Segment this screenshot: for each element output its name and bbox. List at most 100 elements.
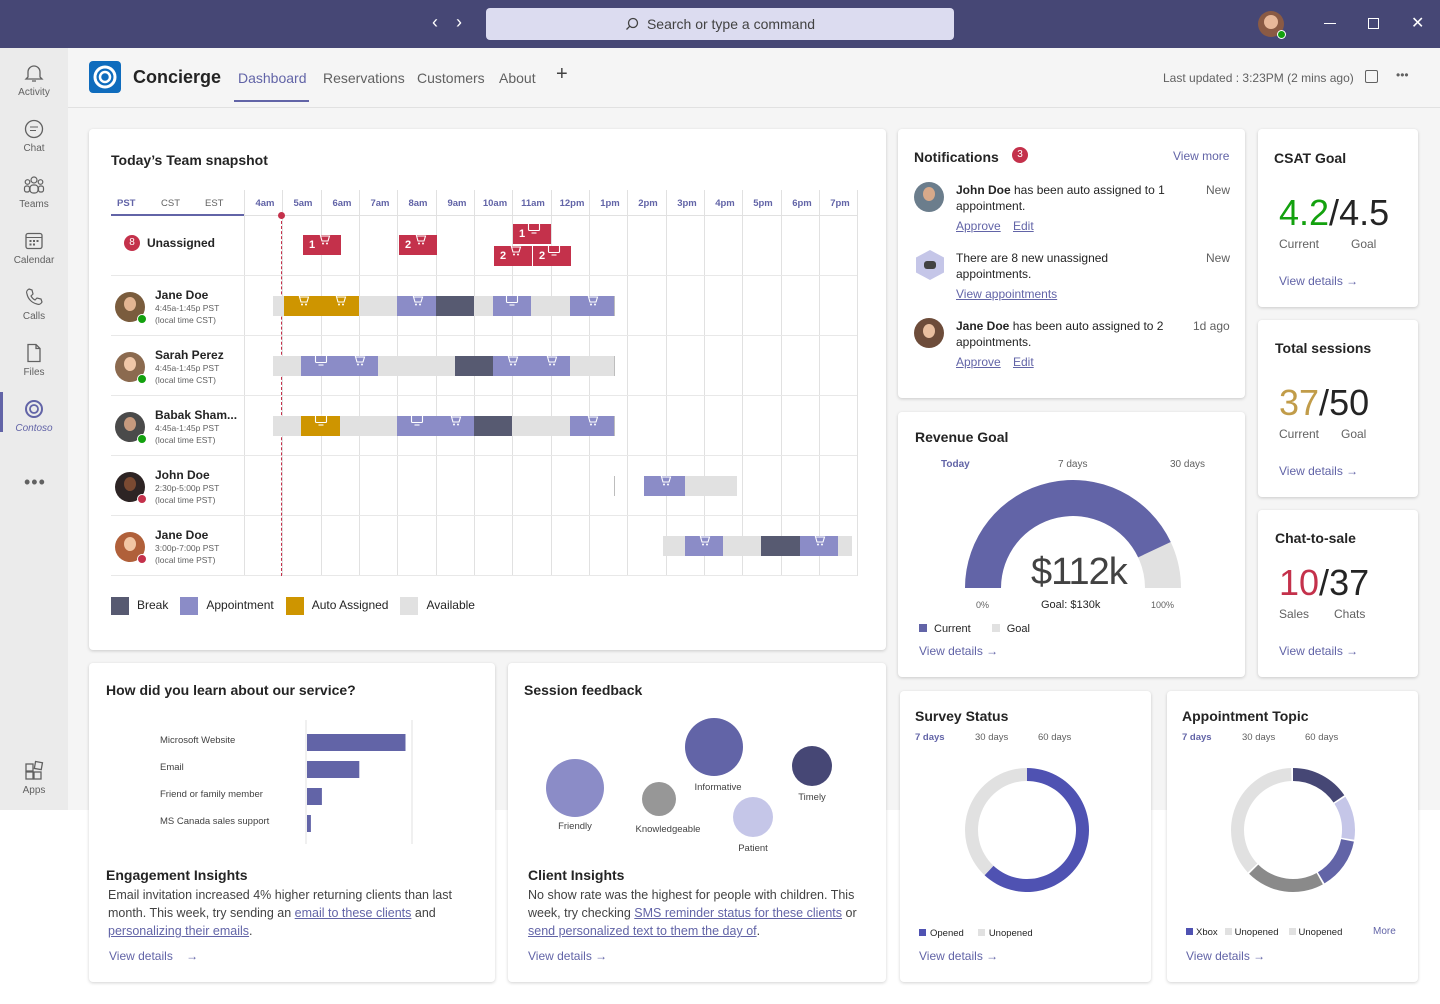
learn-view-details[interactable]: View details → [109, 949, 199, 963]
appointment-slot[interactable] [685, 534, 723, 556]
tab-dashboard[interactable]: Dashboard [238, 70, 307, 86]
donut-slice [1293, 768, 1345, 803]
grid-line [627, 190, 628, 576]
appointment-slot[interactable] [301, 354, 340, 376]
unassigned-block[interactable]: 2 [494, 244, 532, 266]
tab-60-days[interactable]: 60 days [1305, 732, 1339, 743]
add-tab-icon[interactable]: + [556, 63, 568, 85]
sessions-view-details[interactable]: View details → [1279, 464, 1359, 478]
rail-files[interactable]: Files [0, 332, 68, 388]
email-clients-link[interactable]: email to these clients [294, 906, 412, 920]
donut-slice [1334, 796, 1355, 840]
unassigned-block[interactable]: 2 [399, 233, 437, 255]
approve-link[interactable]: Approve [956, 219, 1001, 233]
search-icon [625, 17, 639, 30]
rail-calendar[interactable]: Calendar [0, 220, 68, 276]
tab-7-days[interactable]: 7 days [1182, 732, 1212, 743]
rail-activity[interactable]: Activity [0, 52, 68, 108]
more-apps-icon[interactable]: ••• [24, 472, 46, 492]
revenue-card [898, 412, 1245, 677]
personalize-emails-link[interactable]: personalizing their emails [108, 924, 250, 938]
sessions-current-label: Current [1279, 427, 1320, 441]
maximize-icon[interactable] [1368, 18, 1379, 29]
client-insights-title: Client Insights [528, 867, 625, 883]
unassigned-block[interactable]: 1 [303, 233, 341, 255]
avatar-face [124, 417, 136, 431]
tab-30-days[interactable]: 30 days [1170, 459, 1206, 470]
topic-title: Appointment Topic [1182, 708, 1309, 724]
more-options-icon[interactable]: ••• [1396, 68, 1409, 82]
sms-reminder-link[interactable]: SMS reminder status for these clients [634, 906, 843, 920]
tab-7-days[interactable]: 7 days [1058, 459, 1088, 470]
member-local-time: (local time CST) [155, 315, 216, 325]
unassigned-block[interactable]: 2 [533, 244, 571, 266]
grid-line [742, 190, 743, 576]
tz-underline [111, 214, 244, 216]
bubble-label: Timely [798, 792, 826, 803]
timezone-tab[interactable]: PST [117, 198, 136, 209]
break-slot [455, 356, 493, 376]
rail-chat[interactable]: Chat [0, 108, 68, 164]
approve-link[interactable]: Approve [956, 355, 1001, 369]
rail-teams[interactable]: Teams [0, 164, 68, 220]
appointment-slot[interactable] [531, 354, 570, 376]
timezone-tab[interactable]: CST [161, 198, 180, 209]
edit-link[interactable]: Edit [1013, 219, 1034, 233]
tab-7-days[interactable]: 7 days [915, 732, 945, 743]
revenue-view-details[interactable]: View details → [919, 644, 999, 658]
legend-available: Available [400, 597, 475, 615]
auto-assigned-slot[interactable] [321, 294, 359, 316]
tab-30-days[interactable]: 30 days [975, 732, 1009, 743]
rail-apps[interactable]: Apps [0, 750, 68, 806]
search-input[interactable]: Search or type a command [486, 8, 954, 40]
send-text-link[interactable]: send personalized text to them the day o… [528, 924, 757, 938]
member-local-time: (local time EST) [155, 435, 216, 445]
csat-current-label: Current [1279, 237, 1320, 251]
auto-assigned-slot[interactable] [301, 414, 340, 436]
csat-view-details[interactable]: View details → [1279, 274, 1359, 288]
avatar[interactable] [1258, 11, 1286, 39]
bar [307, 788, 322, 805]
appointment-slot[interactable] [493, 294, 531, 316]
appointment-slot[interactable] [436, 414, 474, 436]
appointment-slot[interactable] [570, 414, 614, 436]
topic-view-details[interactable]: View details → [1186, 949, 1266, 963]
appointment-slot[interactable] [493, 354, 531, 376]
survey-view-details[interactable]: View details → [919, 949, 999, 963]
tab-customers[interactable]: Customers [417, 70, 485, 86]
appointment-slot[interactable] [570, 294, 614, 316]
close-icon[interactable]: ✕ [1411, 15, 1425, 32]
chat-to-sale-view-details[interactable]: View details → [1279, 644, 1359, 658]
edit-link[interactable]: Edit [1013, 355, 1034, 369]
avatar [914, 182, 944, 212]
member-name: Babak Sham... [155, 408, 238, 422]
timezone-tab[interactable]: EST [205, 198, 224, 209]
notification-item: Jane Doe has been auto assigned to 2 app… [956, 319, 1164, 349]
available-slot [723, 536, 761, 556]
feedback-view-details[interactable]: View details → [528, 949, 608, 963]
appointment-slot[interactable] [800, 534, 838, 556]
tab-today[interactable]: Today [941, 459, 970, 470]
appointment-slot[interactable] [340, 354, 378, 376]
view-more-link[interactable]: View more [1173, 149, 1230, 163]
rail-calls[interactable]: Calls [0, 276, 68, 332]
appointment-slot[interactable] [397, 414, 436, 436]
tab-60-days[interactable]: 60 days [1038, 732, 1072, 743]
topic-more-link[interactable]: More [1373, 926, 1396, 937]
appointment-slot[interactable] [397, 294, 436, 316]
member-hours: 2:30p-5:00p PST [155, 483, 220, 493]
unassigned-block[interactable]: 1 [513, 222, 551, 244]
engagement-insights-text: Email invitation increased 4% higher ret… [108, 888, 452, 938]
appointment-slot[interactable] [644, 474, 685, 496]
tab-30-days[interactable]: 30 days [1242, 732, 1276, 743]
back-icon[interactable]: ‹ [432, 12, 438, 32]
tab-about[interactable]: About [499, 70, 536, 86]
tab-reservations[interactable]: Reservations [323, 70, 405, 86]
auto-assigned-slot[interactable] [284, 294, 321, 316]
forward-icon[interactable]: › [456, 12, 462, 32]
minimize-icon[interactable] [1324, 23, 1336, 24]
popout-icon[interactable] [1365, 70, 1378, 83]
rail-contoso[interactable]: Contoso [0, 388, 68, 444]
view-appointments-link[interactable]: View appointments [956, 287, 1058, 301]
available-slot [512, 416, 570, 436]
